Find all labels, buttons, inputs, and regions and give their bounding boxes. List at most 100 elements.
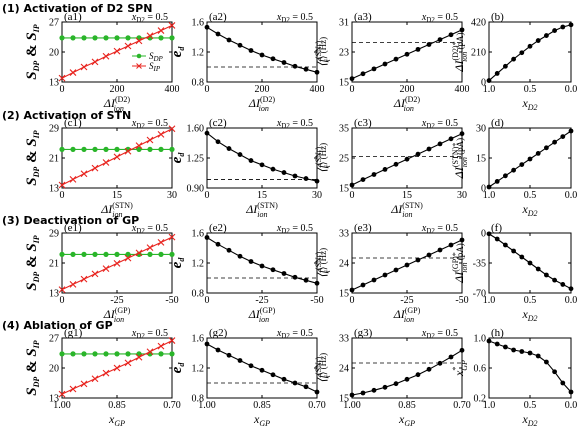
data-point xyxy=(382,167,388,172)
x-tick-label: 0.0 xyxy=(565,84,578,95)
y-tick-label: 0.6 xyxy=(474,364,487,375)
y-tick-label: 13 xyxy=(49,184,59,195)
ylabel-rest: ⟩ (Hz) xyxy=(318,37,328,59)
ylabel-base: ⟨f xyxy=(315,373,329,383)
data-point xyxy=(382,61,388,67)
y-tick-label: 1.2 xyxy=(192,364,205,375)
y-tick-label: 0.2 xyxy=(474,394,487,405)
data-point xyxy=(259,263,265,269)
x-tick-label: 0.5 xyxy=(524,190,537,201)
xlabel-base: ΔI xyxy=(103,96,116,110)
data-point-cross xyxy=(113,153,121,161)
data-point xyxy=(511,347,516,353)
data-point-cross xyxy=(124,147,132,155)
data-point xyxy=(237,358,243,363)
data-point xyxy=(226,146,232,151)
row-title-4: (4) Ablation of GP xyxy=(2,319,113,332)
data-point xyxy=(519,349,525,354)
data-point-cross xyxy=(146,348,154,356)
data-point xyxy=(349,76,355,82)
ylabel-amp: & xyxy=(24,252,40,272)
data-point xyxy=(215,241,221,247)
ylabel-rest: (pA) xyxy=(455,138,465,157)
data-point xyxy=(169,146,175,152)
y-tick-label: 31 xyxy=(339,18,349,29)
data-point xyxy=(270,267,276,273)
data-point xyxy=(281,60,287,65)
series-line-0 xyxy=(206,237,318,284)
data-point-cross xyxy=(135,249,143,257)
data-point xyxy=(259,52,265,58)
data-point xyxy=(371,172,377,177)
data-point xyxy=(270,56,276,62)
data-point xyxy=(437,141,443,147)
y-tick-label: 0.8 xyxy=(192,78,205,89)
y-tick-label: 33 xyxy=(339,334,349,345)
ylabel-sub: GP xyxy=(460,360,469,371)
annotation-value: = 0.5 xyxy=(435,328,458,339)
data-point xyxy=(92,146,98,152)
y-tick-label: 15 xyxy=(339,184,349,195)
y-tick-label: 20 xyxy=(49,48,59,59)
data-point xyxy=(226,247,232,253)
ylabel-base: ΔI xyxy=(452,271,466,284)
legend-base: S xyxy=(149,61,154,71)
ylabel-base: ⟨f xyxy=(315,57,329,67)
panel-annotation: xD2 = 0.5 xyxy=(421,118,458,130)
data-point xyxy=(215,139,221,145)
x-tick-label: 200 xyxy=(400,84,415,95)
data-point xyxy=(511,56,516,62)
y-tick-label: 1.6 xyxy=(192,18,205,29)
panel-annotation: xD2 = 0.5 xyxy=(276,12,313,24)
y-axis-label: ed xyxy=(169,362,186,374)
y-axis-label: x*GP xyxy=(451,360,469,377)
data-point xyxy=(560,380,566,386)
y-axis-label: ⟨f(SNr)i⟩ (Hz) xyxy=(314,248,332,278)
xlabel-base: ΔI xyxy=(100,202,113,216)
data-point xyxy=(270,372,276,378)
data-point xyxy=(404,156,410,162)
y-axis-label: ed xyxy=(169,46,186,58)
data-point xyxy=(349,392,355,398)
panel-annotation: xD2 = 0.5 xyxy=(131,118,168,130)
ylabel-sub: d xyxy=(177,257,186,262)
data-point xyxy=(552,277,557,283)
x-tick-label: -50 xyxy=(455,295,468,306)
plot-frame xyxy=(488,21,572,83)
x-tick-label: 1.0 xyxy=(483,295,496,306)
data-point-cross xyxy=(80,380,88,388)
y-tick-label: 0.90 xyxy=(187,184,205,195)
data-point xyxy=(519,162,525,168)
x-tick-label: 1.00 xyxy=(53,400,71,411)
data-point xyxy=(519,254,525,260)
x-tick-label: 0.0 xyxy=(565,190,578,201)
x-tick-label: 1.0 xyxy=(483,190,496,201)
data-point xyxy=(125,351,131,357)
annotation-value: = 0.5 xyxy=(145,223,168,234)
panel-tag: (g2) xyxy=(209,327,228,339)
xlabel-base: ΔI xyxy=(245,202,258,216)
data-point xyxy=(314,280,320,286)
data-point-cross xyxy=(69,280,77,288)
data-point xyxy=(204,341,210,347)
data-point xyxy=(215,347,221,353)
ylabel-sub2: IP xyxy=(32,130,41,139)
x-tick-label: 0.5 xyxy=(524,295,537,306)
ylabel-rest: ⟩ (Hz) xyxy=(318,143,328,165)
panel-b: 1.0 0.5 0.0 0 210 420 (b) xD2 ΔI(D2)*ion (pA) xyxy=(451,11,577,112)
data-point xyxy=(204,235,210,240)
data-point xyxy=(568,286,574,292)
data-point xyxy=(486,78,492,83)
panel-tag: (e2) xyxy=(209,222,227,234)
panel-tag: (c1) xyxy=(64,117,82,129)
ylabel-amp: & xyxy=(24,357,40,377)
x-tick-label: 0 xyxy=(350,190,355,201)
x-axis-label: ΔI(STN) ion xyxy=(245,201,278,219)
x-tick-label: -25 xyxy=(255,295,268,306)
y-tick-label: 15 xyxy=(476,154,486,165)
ylabel-sub1: DP xyxy=(32,61,41,73)
data-point xyxy=(81,351,87,357)
data-point xyxy=(114,146,120,152)
x-tick-label: 15 xyxy=(112,190,122,201)
